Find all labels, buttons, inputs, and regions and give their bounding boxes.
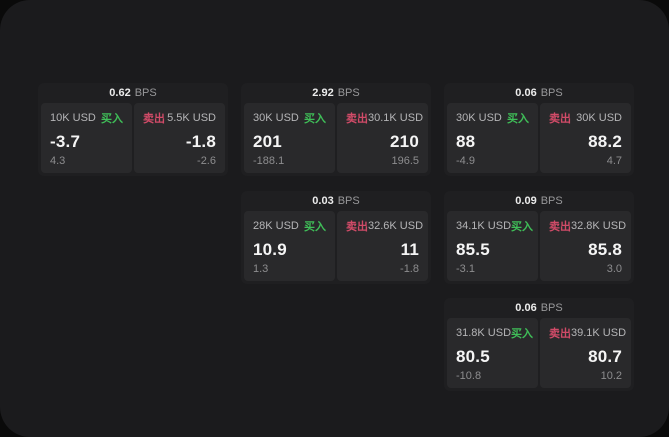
sell-secondary-value: 196.5 <box>391 155 419 167</box>
quote-panels: 30K USD 买入 201 -188.1 卖出 30.1K USD 210 1… <box>241 103 431 176</box>
sell-price: 80.7 <box>588 346 622 366</box>
sell-price: 11 <box>400 239 419 259</box>
buy-price: 201 <box>253 131 282 151</box>
buy-secondary-value: 4.3 <box>50 155 66 167</box>
sell-amount: 30K USD <box>576 112 622 124</box>
buy-quote-panel[interactable]: 28K USD 买入 10.9 1.3 <box>244 211 335 281</box>
sell-secondary-value: -2.6 <box>197 155 216 167</box>
card-header: 0.06 BPS <box>444 83 634 103</box>
quote-panels: 31.8K USD 买入 80.5 -10.8 卖出 39.1K USD 80.… <box>444 318 634 391</box>
buy-secondary-value: -3.1 <box>456 263 475 275</box>
buy-quote-panel[interactable]: 10K USD 买入 -3.7 4.3 <box>41 103 132 173</box>
card-header: 0.09 BPS <box>444 191 634 211</box>
buy-amount: 30K USD <box>456 112 502 124</box>
card-header: 0.62 BPS <box>38 83 228 103</box>
sell-side-label: 卖出 <box>549 221 571 233</box>
sell-amount: 32.6K USD <box>368 220 424 232</box>
sell-amount: 32.8K USD <box>571 220 627 232</box>
sell-price: -1.8 <box>185 131 216 151</box>
buy-quote-panel[interactable]: 34.1K USD 买入 85.5 -3.1 <box>447 211 538 281</box>
quote-card: 0.03 BPS 28K USD 买入 10.9 1.3 卖出 32.6K US… <box>241 191 431 284</box>
sell-quote-panel[interactable]: 卖出 30K USD 88.2 4.7 <box>540 103 631 173</box>
sell-price: 85.8 <box>588 239 622 259</box>
sell-amount: 30.1K USD <box>368 112 424 124</box>
sell-amount: 5.5K USD <box>167 112 216 124</box>
sell-price: 210 <box>390 131 419 151</box>
sell-side-label: 卖出 <box>549 328 571 340</box>
quote-card: 2.92 BPS 30K USD 买入 201 -188.1 卖出 30.1K … <box>241 83 431 176</box>
sell-secondary-value: 3.0 <box>606 263 622 275</box>
buy-side-label: 买入 <box>101 113 123 125</box>
buy-secondary-value: -10.8 <box>456 370 482 382</box>
buy-price: 80.5 <box>456 346 490 366</box>
sell-side-label: 卖出 <box>346 113 368 125</box>
quote-panels: 30K USD 买入 88 -4.9 卖出 30K USD 88.2 4.7 <box>444 103 634 176</box>
buy-side-label: 买入 <box>511 221 534 233</box>
buy-side-label: 买入 <box>304 113 326 125</box>
buy-secondary-value: 1.3 <box>253 263 269 275</box>
buy-price: 10.9 <box>253 239 287 259</box>
buy-amount: 10K USD <box>50 112 96 124</box>
card-header: 0.03 BPS <box>241 191 431 211</box>
sell-quote-panel[interactable]: 卖出 5.5K USD -1.8 -2.6 <box>134 103 225 173</box>
buy-quote-panel[interactable]: 30K USD 买入 88 -4.9 <box>447 103 538 173</box>
bps-unit-label: BPS <box>337 87 360 99</box>
buy-side-label: 买入 <box>507 113 529 125</box>
buy-side-label: 买入 <box>304 221 326 233</box>
buy-side-label: 买入 <box>511 328 534 340</box>
card-header: 2.92 BPS <box>241 83 431 103</box>
buy-price: 85.5 <box>456 239 490 259</box>
sell-price: 88.2 <box>588 131 622 151</box>
quote-card: 0.62 BPS 10K USD 买入 -3.7 4.3 卖出 5.5K USD… <box>38 83 228 176</box>
sell-side-label: 卖出 <box>143 113 165 125</box>
buy-amount: 34.1K USD <box>456 220 512 232</box>
quote-panels: 34.1K USD 买入 85.5 -3.1 卖出 32.8K USD 85.8… <box>444 211 634 284</box>
quote-panels: 28K USD 买入 10.9 1.3 卖出 32.6K USD 11 -1.8 <box>241 211 431 284</box>
buy-price: 88 <box>456 131 476 151</box>
sell-secondary-value: 10.2 <box>600 370 622 382</box>
bps-unit-label: BPS <box>337 195 360 207</box>
bps-unit-label: BPS <box>540 302 563 314</box>
sell-amount: 39.1K USD <box>571 327 627 339</box>
bps-unit-label: BPS <box>540 87 563 99</box>
buy-quote-panel[interactable]: 31.8K USD 买入 80.5 -10.8 <box>447 318 538 388</box>
buy-amount: 30K USD <box>253 112 299 124</box>
sell-side-label: 卖出 <box>346 221 368 233</box>
quote-card: 0.06 BPS 31.8K USD 买入 80.5 -10.8 卖出 39.1… <box>444 298 634 391</box>
buy-amount: 28K USD <box>253 220 299 232</box>
sell-side-label: 卖出 <box>549 113 571 125</box>
buy-price: -3.7 <box>50 131 81 151</box>
sell-quote-panel[interactable]: 卖出 32.8K USD 85.8 3.0 <box>540 211 631 281</box>
sell-quote-panel[interactable]: 卖出 39.1K USD 80.7 10.2 <box>540 318 631 388</box>
bps-spread-value: 0.09 <box>515 195 537 207</box>
buy-quote-panel[interactable]: 30K USD 买入 201 -188.1 <box>244 103 335 173</box>
bps-unit-label: BPS <box>540 195 563 207</box>
bps-spread-value: 0.03 <box>312 195 334 207</box>
quote-card: 0.06 BPS 30K USD 买入 88 -4.9 卖出 30K USD 8… <box>444 83 634 176</box>
sell-quote-panel[interactable]: 卖出 30.1K USD 210 196.5 <box>337 103 428 173</box>
sell-quote-panel[interactable]: 卖出 32.6K USD 11 -1.8 <box>337 211 428 281</box>
bps-spread-value: 0.06 <box>515 87 537 99</box>
buy-amount: 31.8K USD <box>456 327 512 339</box>
bps-spread-value: 2.92 <box>312 87 334 99</box>
sell-secondary-value: -1.8 <box>400 263 419 275</box>
quote-panels: 10K USD 买入 -3.7 4.3 卖出 5.5K USD -1.8 -2.… <box>38 103 228 176</box>
card-header: 0.06 BPS <box>444 298 634 318</box>
bps-spread-value: 0.62 <box>109 87 131 99</box>
bps-unit-label: BPS <box>134 87 157 99</box>
bps-spread-value: 0.06 <box>515 302 537 314</box>
quote-card: 0.09 BPS 34.1K USD 买入 85.5 -3.1 卖出 32.8K… <box>444 191 634 284</box>
sell-secondary-value: 4.7 <box>606 155 622 167</box>
buy-secondary-value: -4.9 <box>456 155 475 167</box>
buy-secondary-value: -188.1 <box>253 155 285 167</box>
